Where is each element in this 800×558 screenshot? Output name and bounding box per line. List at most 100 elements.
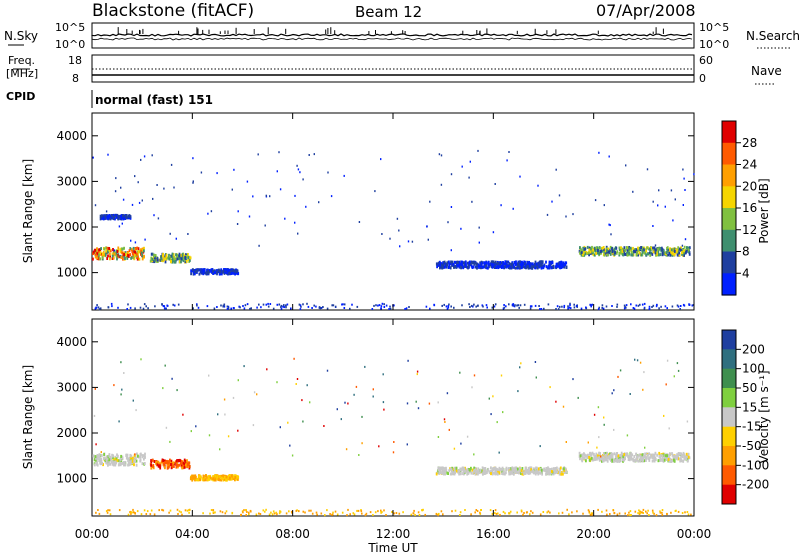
- data-cell: [511, 467, 514, 471]
- data-cell: [176, 389, 178, 392]
- data-cell: [603, 423, 605, 426]
- data-cell: [294, 194, 296, 197]
- data-cell: [446, 471, 449, 475]
- data-cell: [426, 225, 428, 228]
- data-cell: [123, 461, 125, 465]
- data-cell: [485, 261, 487, 265]
- data-cell: [674, 454, 677, 458]
- data-cell: [107, 463, 109, 467]
- data-cell: [219, 448, 221, 451]
- data-cell: [509, 510, 512, 513]
- data-cell: [641, 511, 643, 514]
- data-cell: [352, 512, 355, 515]
- data-cell: [667, 253, 670, 257]
- data-cell: [526, 261, 529, 265]
- data-cell: [471, 200, 473, 203]
- data-cell: [372, 395, 374, 398]
- data-cell: [579, 251, 581, 255]
- data-cell: [537, 469, 540, 473]
- data-cell: [192, 181, 194, 184]
- data-cell: [111, 257, 114, 260]
- data-cell: [97, 306, 100, 309]
- data-cell: [475, 509, 478, 511]
- data-cell: [663, 458, 666, 462]
- data-cell: [652, 225, 654, 227]
- data-cell: [573, 306, 576, 309]
- data-cell: [223, 398, 226, 401]
- data-cell: [470, 260, 473, 264]
- data-cell: [687, 455, 690, 459]
- data-cell: [253, 391, 256, 394]
- data-cell: [413, 509, 415, 512]
- data-cell: [112, 456, 114, 459]
- data-cell: [165, 253, 168, 257]
- data-cell: [360, 509, 362, 511]
- data-cell: [364, 365, 366, 368]
- data-cell: [130, 248, 133, 252]
- data-cell: [168, 461, 170, 465]
- data-cell: [178, 254, 181, 258]
- data-cell: [207, 212, 209, 215]
- data-cell: [665, 383, 667, 386]
- data-cell: [622, 459, 624, 463]
- data-cell: [172, 253, 175, 256]
- data-cell: [532, 471, 535, 475]
- data-cell: [652, 246, 654, 250]
- data-cell: [331, 304, 333, 307]
- data-cell: [319, 307, 322, 309]
- data-cell: [496, 468, 499, 472]
- data-cell: [173, 258, 175, 262]
- data-cell: [594, 199, 597, 202]
- data-cell: [682, 168, 684, 171]
- data-cell: [578, 451, 581, 455]
- data-cell: [546, 511, 548, 514]
- data-cell: [140, 452, 142, 456]
- data-cell: [450, 173, 453, 176]
- data-cell: [569, 302, 571, 305]
- data-cell: [644, 452, 646, 456]
- data-cell: [668, 453, 671, 456]
- data-cell: [681, 251, 683, 255]
- colorbar-tick-label: 200: [742, 342, 765, 356]
- data-cell: [99, 214, 102, 218]
- data-cell: [205, 474, 207, 478]
- data-cell: [108, 460, 110, 464]
- data-cell: [560, 263, 563, 267]
- data-cell: [666, 246, 669, 250]
- data-cell: [547, 510, 550, 513]
- data-cell: [511, 262, 513, 266]
- data-cell: [536, 466, 538, 470]
- data-cell: [690, 513, 692, 516]
- data-cell: [442, 261, 444, 265]
- y-tick-label: 1000: [56, 472, 87, 486]
- data-cell: [479, 264, 481, 268]
- data-cell: [540, 468, 543, 472]
- data-cell: [187, 253, 189, 256]
- data-cell: [134, 460, 136, 463]
- data-cell: [440, 183, 443, 186]
- data-cell: [102, 217, 105, 221]
- data-cell: [643, 302, 646, 305]
- data-cell: [451, 510, 453, 513]
- data-cell: [683, 245, 686, 249]
- x-tick-label: 08:00: [275, 527, 310, 541]
- data-cell: [666, 307, 668, 310]
- data-cell: [126, 256, 129, 260]
- data-cell: [668, 454, 670, 458]
- data-cell: [145, 305, 147, 308]
- data-cell: [127, 251, 130, 255]
- colorbar-swatch: [722, 349, 736, 370]
- data-cell: [232, 477, 235, 481]
- data-cell: [597, 308, 600, 311]
- data-cell: [200, 171, 203, 174]
- data-cell: [630, 457, 633, 461]
- data-cell: [429, 200, 431, 203]
- data-cell: [625, 304, 628, 307]
- data-cell: [437, 468, 440, 472]
- data-cell: [505, 260, 508, 264]
- data-cell: [602, 452, 605, 455]
- data-cell: [589, 250, 592, 254]
- data-cell: [493, 467, 496, 471]
- data-cell: [473, 374, 476, 377]
- data-cell: [234, 271, 237, 275]
